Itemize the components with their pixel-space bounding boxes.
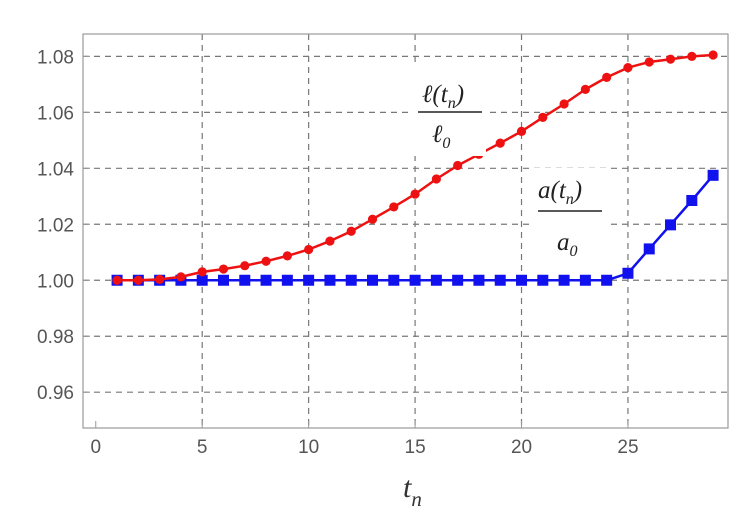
square-point-10 — [303, 274, 315, 286]
circle-point-10 — [304, 244, 314, 255]
circle-point-14 — [389, 202, 399, 212]
square-point-17 — [452, 274, 464, 286]
square-point-26 — [643, 243, 655, 255]
square-point-19 — [494, 274, 506, 286]
square-point-24 — [601, 274, 613, 286]
square-point-20 — [516, 274, 528, 286]
x-axis-title: tn — [403, 471, 422, 511]
circle-point-11 — [325, 236, 335, 246]
square-point-22 — [558, 274, 570, 286]
circle-point-1 — [112, 275, 122, 285]
circle-point-13 — [367, 214, 378, 224]
square-point-28 — [686, 194, 698, 206]
square-point-11 — [324, 274, 336, 286]
series-label-a-ratio: a(tn) a0 — [530, 168, 610, 268]
a-numerator: a(tn) — [538, 177, 582, 208]
circle-point-16 — [431, 174, 441, 184]
x-tick-label-10: 10 — [298, 437, 319, 458]
plot-frame — [82, 33, 729, 429]
circle-point-3 — [155, 274, 165, 285]
x-tick-label-25: 25 — [617, 437, 638, 458]
circle-point-5 — [197, 267, 207, 277]
circle-point-17 — [453, 160, 463, 171]
circle-point-12 — [346, 226, 356, 236]
square-point-7 — [239, 274, 251, 286]
circle-point-28 — [687, 51, 697, 61]
series-layer — [111, 50, 719, 286]
x-tick-label-15: 15 — [405, 437, 426, 458]
ell-numerator: ℓ(tn) — [422, 81, 464, 112]
square-point-12 — [345, 274, 357, 286]
a-denominator: a0 — [557, 229, 578, 260]
y-tick-label-1.04: 1.04 — [37, 159, 74, 180]
circle-point-19 — [495, 138, 505, 148]
circle-point-4 — [176, 272, 186, 282]
square-point-21 — [537, 274, 549, 286]
circle-point-21 — [538, 112, 548, 122]
circle-point-23 — [580, 84, 590, 95]
circle-point-6 — [218, 264, 229, 274]
y-tick-label-0.98: 0.98 — [37, 327, 74, 348]
square-point-18 — [473, 274, 485, 286]
square-point-13 — [367, 274, 379, 286]
circle-point-24 — [602, 72, 612, 82]
square-point-16 — [430, 274, 442, 286]
circle-point-9 — [282, 251, 292, 261]
x-tick-label-0: 0 — [90, 437, 101, 458]
square-point-29 — [707, 169, 719, 181]
square-point-5 — [196, 274, 208, 286]
x-tick-label-20: 20 — [511, 437, 532, 458]
series-label-ell-ratio: ℓ(tn) ℓ0 — [408, 64, 486, 156]
circle-point-25 — [623, 62, 633, 73]
circle-point-8 — [261, 256, 271, 266]
square-point-23 — [579, 274, 591, 286]
y-tick-label-1.08: 1.08 — [37, 47, 74, 68]
y-tick-label-1.00: 1.00 — [37, 271, 74, 292]
x-tick-label-5: 5 — [197, 437, 208, 458]
series-label-ell-ratio-background — [408, 64, 486, 156]
circle-point-20 — [516, 126, 527, 136]
square-point-9 — [281, 274, 293, 286]
ell-denominator: ℓ0 — [432, 121, 450, 152]
y-tick-label-1.02: 1.02 — [37, 215, 74, 236]
square-point-6 — [217, 274, 229, 286]
square-point-14 — [388, 274, 400, 286]
circle-point-2 — [133, 275, 143, 285]
axes: 0 5 10 15 20 25 0.96 0.98 1.00 1.02 1.04 1.06 1.08 — [37, 33, 729, 458]
square-point-8 — [260, 274, 272, 286]
square-point-25 — [622, 267, 634, 279]
y-tick-label-1.06: 1.06 — [37, 103, 74, 124]
circle-point-15 — [410, 189, 420, 199]
circle-point-29 — [708, 50, 718, 60]
square-point-27 — [665, 219, 677, 231]
series-label-a-ratio-background — [530, 168, 610, 268]
square-point-15 — [409, 274, 421, 286]
circle-point-22 — [559, 99, 569, 109]
y-tick-label-0.96: 0.96 — [37, 383, 74, 404]
circle-point-26 — [644, 57, 654, 67]
circle-point-27 — [665, 54, 676, 64]
circle-point-7 — [240, 261, 250, 271]
